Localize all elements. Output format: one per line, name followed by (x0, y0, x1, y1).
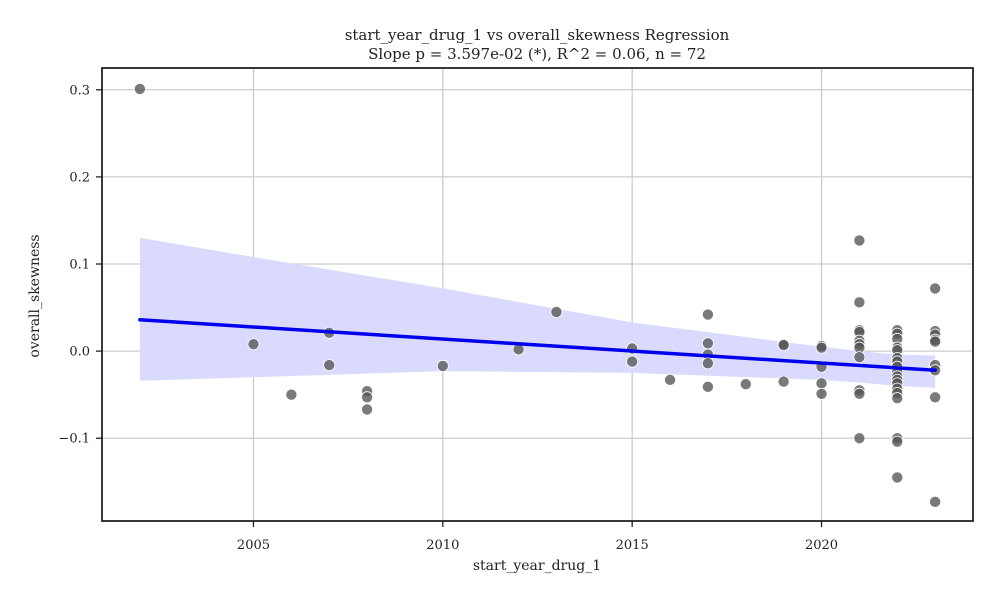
y-tick-label: 0.3 (69, 83, 90, 98)
scatter-point (929, 391, 942, 404)
y-tick-label: 0.0 (69, 345, 90, 360)
x-axis-ticks: 2005 2010 2015 2020 (237, 521, 838, 553)
scatter-point (701, 357, 714, 370)
scatter-point (853, 296, 866, 309)
scatter-point (891, 392, 904, 405)
scatter-point (323, 359, 336, 372)
scatter-point (701, 308, 714, 321)
x-tick-label: 2020 (805, 538, 838, 553)
y-axis-ticks: −0.1 0.0 0.1 0.2 0.3 (58, 83, 102, 447)
scatter-point (285, 388, 298, 401)
scatter-point (815, 377, 828, 390)
scatter-point (891, 471, 904, 484)
scatter-point (436, 359, 449, 372)
scatter-point (929, 282, 942, 295)
regression-line (138, 318, 937, 373)
scatter-point (361, 403, 374, 416)
scatter-point (550, 305, 563, 318)
confidence-band (139, 237, 936, 388)
scatter-point (891, 435, 904, 448)
scatter-point (739, 378, 752, 391)
y-axis-label: overall_skewness (27, 234, 43, 357)
scatter-point (777, 339, 790, 352)
x-tick-label: 2005 (237, 538, 270, 553)
scatter-point (701, 337, 714, 350)
scatter-point (361, 391, 374, 404)
scatter-point (626, 355, 639, 368)
x-tick-label: 2015 (616, 538, 649, 553)
scatter-point (815, 341, 828, 354)
x-tick-label: 2010 (426, 538, 459, 553)
scatter-point (853, 234, 866, 247)
scatter-point (133, 82, 146, 95)
scatter-point (701, 380, 714, 393)
chart-subtitle: Slope p = 3.597e-02 (*), R^2 = 0.06, n =… (368, 45, 706, 63)
scatter-point (929, 495, 942, 508)
scatter-point (777, 375, 790, 388)
scatter-point (853, 432, 866, 445)
scatter-point (929, 335, 942, 348)
x-axis-label: start_year_drug_1 (473, 558, 601, 574)
scatter-point (815, 387, 828, 400)
y-tick-label: 0.1 (69, 258, 90, 273)
plot-frame (101, 67, 974, 522)
y-tick-label: −0.1 (58, 432, 90, 447)
scatter-point (853, 351, 866, 364)
chart-title: start_year_drug_1 vs overall_skewness Re… (345, 26, 730, 44)
scatter-point (664, 373, 677, 386)
y-tick-label: 0.2 (69, 170, 90, 185)
scatter-point (247, 338, 260, 351)
scatter-point (853, 387, 866, 400)
